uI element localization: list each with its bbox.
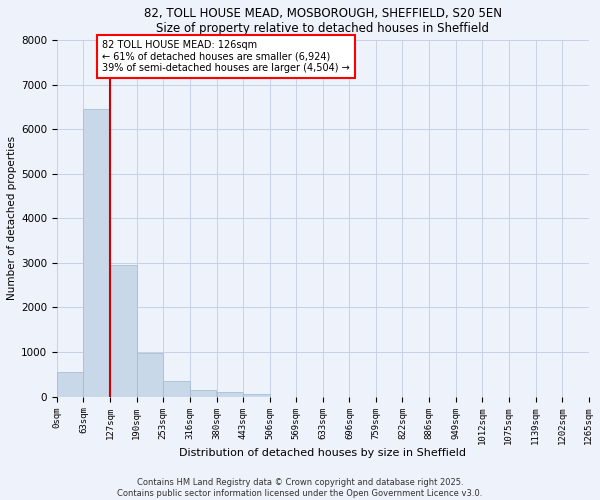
Title: 82, TOLL HOUSE MEAD, MOSBOROUGH, SHEFFIELD, S20 5EN
Size of property relative to: 82, TOLL HOUSE MEAD, MOSBOROUGH, SHEFFIE… (144, 7, 502, 35)
Bar (190, 390, 216, 396)
X-axis label: Distribution of detached houses by size in Sheffield: Distribution of detached houses by size … (179, 448, 466, 458)
Bar (217, 392, 243, 396)
Bar (137, 353, 163, 397)
Bar (57, 372, 83, 396)
Text: Contains HM Land Registry data © Crown copyright and database right 2025.
Contai: Contains HM Land Registry data © Crown c… (118, 478, 482, 498)
Bar (243, 394, 269, 396)
Bar (110, 265, 137, 396)
Bar (83, 110, 110, 397)
Y-axis label: Number of detached properties: Number of detached properties (7, 136, 17, 300)
Bar (163, 381, 190, 396)
Text: 82 TOLL HOUSE MEAD: 126sqm
← 61% of detached houses are smaller (6,924)
39% of s: 82 TOLL HOUSE MEAD: 126sqm ← 61% of deta… (102, 40, 350, 74)
